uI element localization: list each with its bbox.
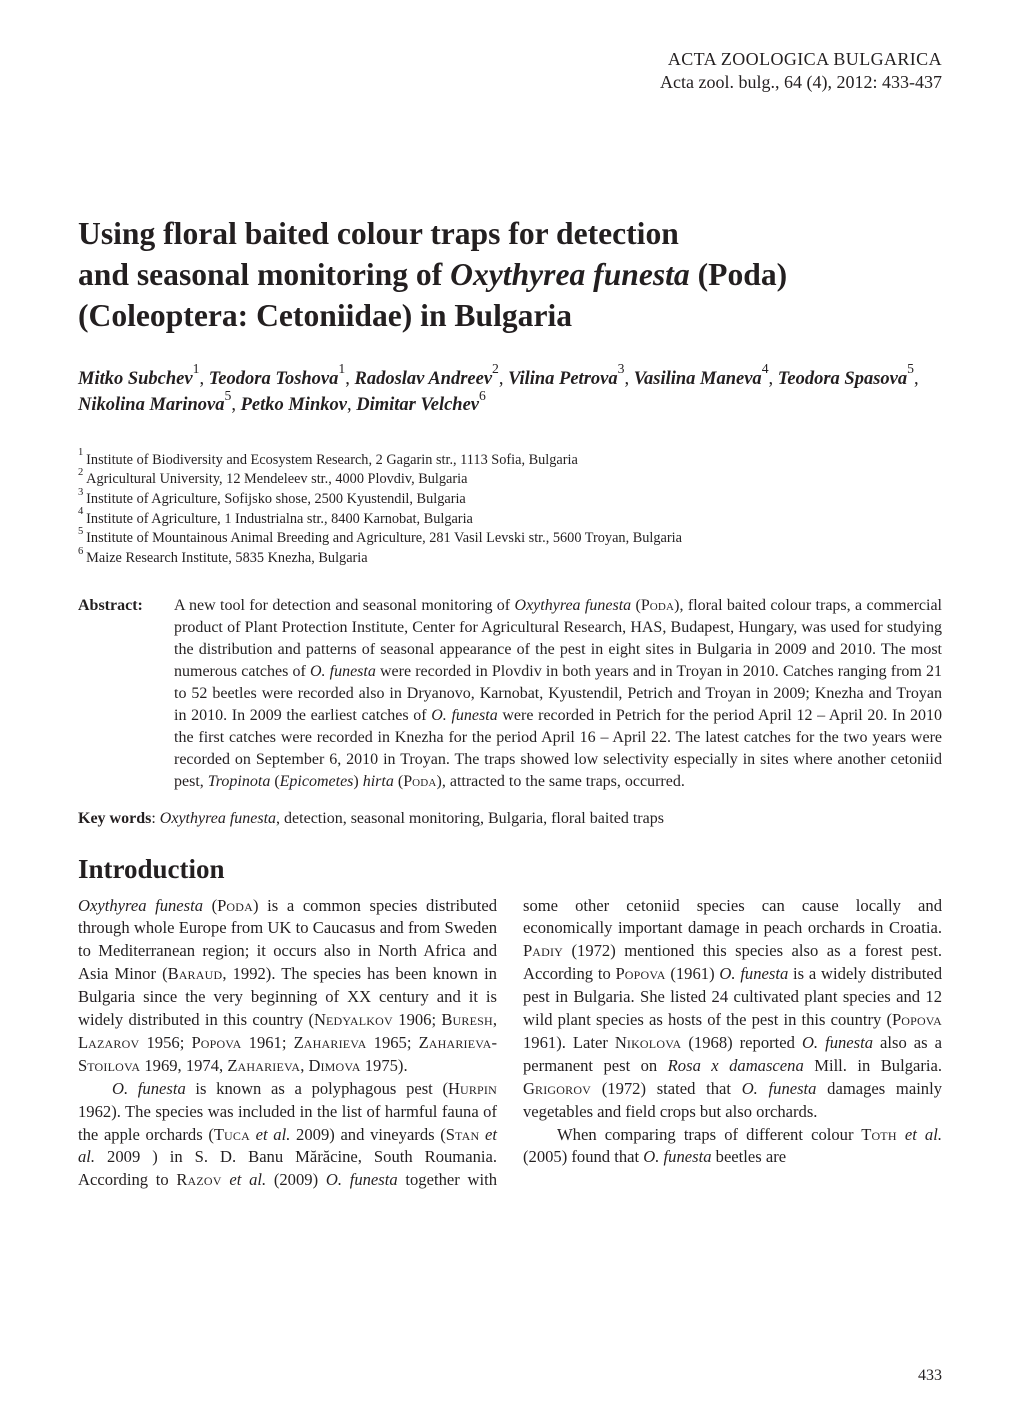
article-title: Using floral baited colour traps for det…: [78, 213, 942, 336]
section-heading-introduction: Introduction: [78, 854, 942, 885]
author-block: Mitko Subchev1, Teodora Toshova1, Radosl…: [78, 366, 942, 419]
journal-header: ACTA ZOOLOGICA BULGARICA Acta zool. bulg…: [78, 48, 942, 95]
affiliation: 4 Institute of Agriculture, 1 Industrial…: [78, 510, 942, 530]
affiliation: 2 Agricultural University, 12 Mendeleev …: [78, 470, 942, 490]
body-paragraph: Oxythyrea funesta (Poda) is a common spe…: [78, 895, 497, 1078]
title-line: Using floral baited colour traps for det…: [78, 216, 679, 251]
keywords-block: Key words: Oxythyrea funesta, detection,…: [78, 808, 942, 830]
affiliation: 5 Institute of Mountainous Animal Breedi…: [78, 529, 942, 549]
journal-name: ACTA ZOOLOGICA BULGARICA: [78, 48, 942, 71]
abstract-block: Abstract: A new tool for detection and s…: [78, 595, 942, 794]
affiliation: 6 Maize Research Institute, 5835 Knezha,…: [78, 549, 942, 569]
body-paragraph: When comparing traps of different colour…: [523, 1124, 942, 1170]
title-line: and seasonal monitoring of Oxythyrea fun…: [78, 257, 787, 292]
body-columns: Oxythyrea funesta (Poda) is a common spe…: [78, 895, 942, 1193]
page: ACTA ZOOLOGICA BULGARICA Acta zool. bulg…: [0, 0, 1020, 1419]
page-number: 433: [918, 1367, 942, 1385]
abstract-label: Abstract:: [78, 595, 156, 794]
title-line: (Coleoptera: Cetoniidae) in Bulgaria: [78, 298, 572, 333]
keywords-text: Oxythyrea funesta, detection, seasonal m…: [160, 810, 664, 827]
affiliation: 1 Institute of Biodiversity and Ecosyste…: [78, 451, 942, 471]
abstract-text: A new tool for detection and seasonal mo…: [174, 595, 942, 794]
affiliation: 3 Institute of Agriculture, Sofijsko sho…: [78, 490, 942, 510]
journal-citation: Acta zool. bulg., 64 (4), 2012: 433-437: [78, 71, 942, 94]
keywords-label: Key words: [78, 810, 151, 827]
affiliations-block: 1 Institute of Biodiversity and Ecosyste…: [78, 451, 942, 569]
